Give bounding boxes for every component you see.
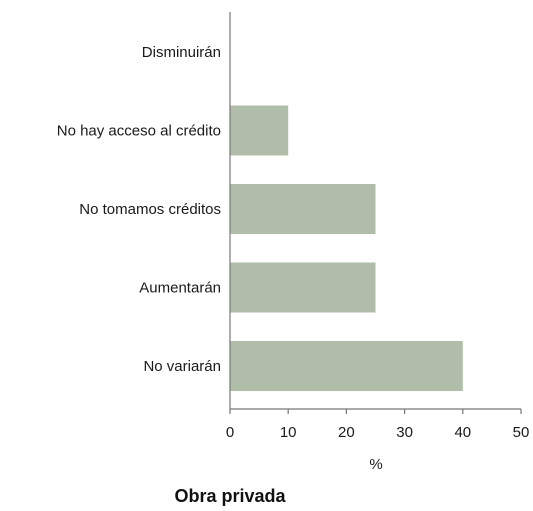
category-label-3: Aumentarán: [139, 280, 221, 297]
category-label-1: No hay acceso al crédito: [57, 123, 221, 140]
category-label-2: No tomamos créditos: [79, 201, 221, 218]
bar-1: [230, 105, 289, 156]
x-tick-label-0: 0: [226, 424, 234, 441]
x-tick-label-4: 40: [454, 424, 471, 441]
x-tick-label-1: 10: [280, 424, 297, 441]
x-tick-label-5: 50: [513, 424, 530, 441]
bar-4: [230, 341, 463, 391]
bars-group: [230, 105, 463, 391]
x-ticks-group: 0 10 20 30 40 50: [226, 409, 530, 441]
category-labels-group: Disminuirán No hay acceso al crédito No to…: [57, 44, 221, 375]
bar-2: [230, 184, 376, 234]
x-tick-label-2: 20: [338, 424, 355, 441]
x-tick-label-3: 30: [396, 424, 413, 441]
category-label-0: Disminuirán: [142, 44, 221, 61]
bar-3: [230, 262, 376, 313]
category-label-4: No variarán: [143, 358, 221, 375]
x-axis-label: %: [369, 456, 382, 473]
chart-title: Obra privada: [174, 486, 286, 506]
